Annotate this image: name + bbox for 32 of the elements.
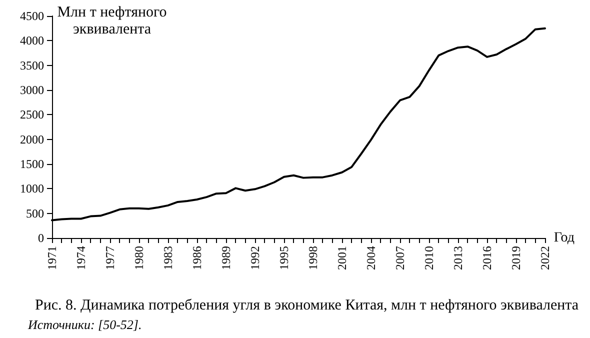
x-tick-label: 2016	[480, 246, 494, 270]
x-tick-label: 1974	[74, 246, 88, 270]
y-tick-label: 0	[38, 231, 44, 245]
x-axis-title: Год	[554, 230, 574, 246]
x-tick-label: 1998	[306, 246, 320, 270]
y-tick-label: 4500	[20, 9, 44, 23]
y-tick-label: 1000	[20, 182, 44, 196]
x-tick-label: 2022	[538, 246, 552, 270]
y-tick-label: 2000	[20, 132, 44, 146]
y-tick-label: 3500	[20, 58, 44, 72]
x-tick-label: 2010	[422, 246, 436, 270]
x-tick-label: 2001	[335, 246, 349, 270]
y-tick-label: 500	[26, 206, 44, 220]
y-tick-label: 3000	[20, 83, 44, 97]
x-tick-label: 1980	[132, 246, 146, 270]
y-tick-label: 1500	[20, 157, 44, 171]
x-tick-label: 2004	[364, 246, 378, 270]
text: Источники: [50-52].	[27, 317, 142, 332]
x-tick-label: 2019	[509, 246, 523, 270]
x-tick-label: 1971	[45, 246, 59, 270]
x-tick-label: 1989	[219, 246, 233, 270]
x-tick-label: 1992	[248, 246, 262, 270]
y-tick-label: 4000	[20, 34, 44, 48]
x-tick-label: 1995	[277, 246, 291, 270]
y-tick-label: 2500	[20, 108, 44, 122]
x-tick-label: 1977	[103, 246, 117, 270]
y-axis-title: Млн т нефтяного эквивалента	[57, 4, 167, 38]
x-tick-label: 2007	[393, 246, 407, 270]
x-tick-label: 1986	[190, 246, 204, 270]
text: Рис. 8. Динамика потребления угля в экономике Китая, млн т нефтяного эквивалента	[35, 298, 579, 314]
x-tick-label: 2013	[451, 246, 465, 270]
x-tick-label: 1983	[161, 246, 175, 270]
